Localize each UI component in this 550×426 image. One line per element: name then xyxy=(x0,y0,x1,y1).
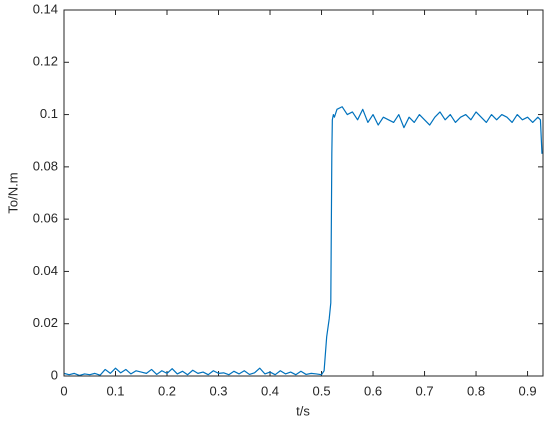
x-tick-label: 0.7 xyxy=(415,383,433,398)
x-tick-label: 0.9 xyxy=(519,383,537,398)
x-tick-label: 0 xyxy=(60,383,67,398)
y-tick-label: 0.02 xyxy=(33,315,58,330)
x-axis-label: t/s xyxy=(296,403,310,418)
x-tick-label: 0.8 xyxy=(467,383,485,398)
y-tick-label: 0.14 xyxy=(33,1,58,16)
data-line xyxy=(63,106,543,377)
y-tick-label: 0.12 xyxy=(33,54,58,69)
x-tick-label: 0.2 xyxy=(158,383,176,398)
y-tick-label: 0 xyxy=(51,367,58,382)
y-tick-label: 0.04 xyxy=(33,263,58,278)
x-tick-label: 0.1 xyxy=(106,383,124,398)
x-tick-label: 0.3 xyxy=(209,383,227,398)
plot-frame xyxy=(63,9,544,377)
x-tick-label: 0.5 xyxy=(312,383,330,398)
y-tick-label: 0.06 xyxy=(33,211,58,226)
y-tick-label: 0.08 xyxy=(33,158,58,173)
y-tick-label: 0.1 xyxy=(40,106,58,121)
y-axis-label: To/N.m xyxy=(5,172,20,213)
x-tick-label: 0.6 xyxy=(364,383,382,398)
x-tick-label: 0.4 xyxy=(261,383,279,398)
